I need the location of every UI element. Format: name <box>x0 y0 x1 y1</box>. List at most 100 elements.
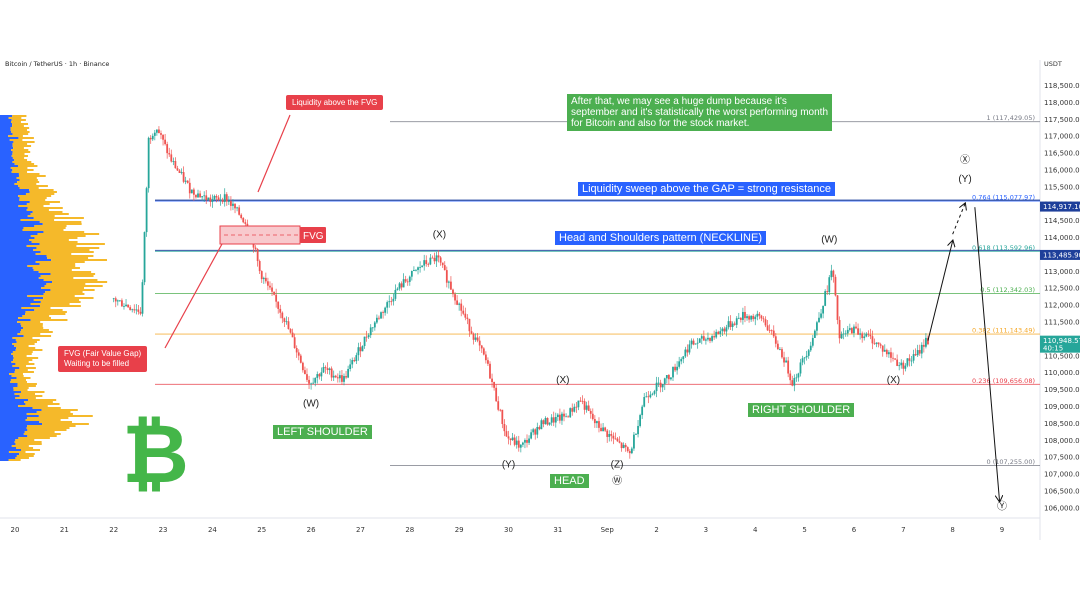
candle-body <box>289 329 292 333</box>
vp-bar-up <box>10 167 28 169</box>
vp-bar-up <box>27 435 57 437</box>
vp-bar-down <box>0 353 12 355</box>
candle-body <box>519 444 522 448</box>
liquidity-pointer <box>257 114 291 193</box>
vp-bar-up <box>19 187 39 189</box>
vp-bar-down <box>0 405 19 407</box>
vp-bar-down <box>0 425 28 427</box>
vp-bar-down <box>0 175 19 177</box>
vp-bar-down <box>0 447 17 449</box>
candle-body <box>900 362 903 366</box>
candle-body <box>417 267 419 270</box>
vp-bar-up <box>18 195 52 197</box>
candle-body <box>678 361 681 367</box>
candle-body <box>816 322 818 331</box>
candle-body <box>254 247 257 250</box>
candle-body <box>400 283 403 288</box>
vp-bar-up <box>38 415 93 417</box>
vp-bar-down <box>0 211 33 213</box>
vp-bar-up <box>15 457 29 459</box>
vp-bar-down <box>0 311 26 313</box>
candle-body <box>717 331 720 334</box>
price-tag-bg <box>1040 249 1080 260</box>
candle-body <box>386 302 389 308</box>
candle-body <box>589 410 592 414</box>
dump-line-3: for Bitcoin and also for the stock marke… <box>571 118 750 129</box>
vp-bar-up <box>40 251 94 253</box>
candle-body <box>365 336 368 338</box>
fib-label: 0.618 (113,592.96) <box>972 244 1035 252</box>
x-tick-label: 31 <box>553 526 562 534</box>
vp-bar-up <box>12 125 24 127</box>
candle-body <box>705 339 707 341</box>
candle-body <box>170 154 173 162</box>
candle-body <box>279 308 282 313</box>
candle-body <box>160 133 162 135</box>
chart-title: Bitcoin / TetherUS · 1h · Binance <box>5 60 109 68</box>
vp-bar-down <box>0 233 38 235</box>
candle-body <box>472 333 475 340</box>
x-tick-label: 27 <box>356 526 365 534</box>
candle-body <box>215 195 218 198</box>
candle-body <box>281 312 284 319</box>
vp-bar-up <box>28 239 69 241</box>
vp-bar-down <box>0 421 40 423</box>
neckline-note: Head and Shoulders pattern (NECKLINE) <box>555 231 766 245</box>
candle-body <box>612 435 615 439</box>
y-tick-label: 107,000.00 <box>1044 471 1080 479</box>
x-tick-label: 21 <box>60 526 69 534</box>
candle-body <box>925 337 927 347</box>
candle-body <box>503 424 506 432</box>
candle-body <box>314 377 317 383</box>
vp-bar-down <box>0 273 51 275</box>
candle-body <box>663 378 666 385</box>
candle-body <box>349 364 352 370</box>
candle-body <box>242 218 245 223</box>
vp-bar-up <box>10 129 28 131</box>
wave-label: (X) <box>433 230 446 241</box>
vp-bar-up <box>20 323 43 325</box>
vp-bar-up <box>51 259 107 261</box>
vp-bar-up <box>35 261 85 263</box>
vp-bar-up <box>13 359 33 361</box>
candle-body <box>828 277 831 293</box>
vp-bar-down <box>0 367 20 369</box>
candle-body <box>898 365 901 367</box>
vp-bar-down <box>0 321 18 323</box>
candle-body <box>559 414 561 421</box>
vp-bar-up <box>18 437 50 439</box>
y-tick-label: 107,500.00 <box>1044 454 1080 462</box>
candle-body <box>468 318 471 332</box>
wave-labels: (W) (X) (Y) (X) (Z) Ⓦ (W) (X) Ⓧ (Y) Ⓨ <box>303 154 1007 512</box>
y-tick-label: 108,500.00 <box>1044 420 1080 428</box>
candle-body <box>587 405 590 411</box>
vp-bar-down <box>0 451 9 453</box>
vp-bar-up <box>34 237 78 239</box>
vp-bar-down <box>0 329 21 331</box>
vp-bar-down <box>0 423 43 425</box>
candle-body <box>739 317 742 320</box>
candle-body <box>238 207 241 215</box>
candle-body <box>199 193 201 198</box>
candle-body <box>585 405 588 410</box>
candle-body <box>423 260 426 266</box>
vp-bar-up <box>34 309 63 311</box>
candle-body <box>139 311 142 314</box>
candle-body <box>308 379 310 384</box>
vp-bar-down <box>0 387 14 389</box>
vp-bar-up <box>19 179 38 181</box>
vp-bar-down <box>0 279 44 281</box>
candle-body <box>373 322 376 328</box>
vp-bar-down <box>0 341 17 343</box>
vp-bar-up <box>11 171 28 173</box>
candle-body <box>382 312 384 314</box>
vp-bar-up <box>10 127 30 129</box>
vp-bar-up <box>15 363 35 365</box>
vp-bar-up <box>25 419 61 421</box>
vp-bar-up <box>41 287 85 289</box>
vp-bar-down <box>0 161 13 163</box>
vp-bar-up <box>12 153 25 155</box>
candle-body <box>441 262 444 266</box>
vp-bar-up <box>38 277 74 279</box>
